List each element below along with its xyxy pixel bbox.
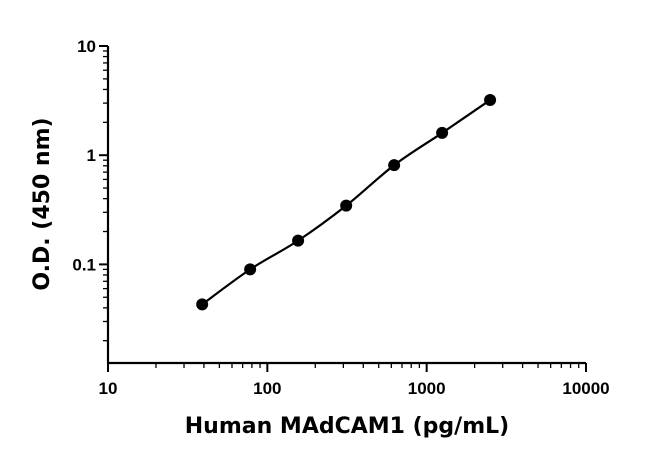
x-tick-label: 1000 — [408, 379, 446, 398]
data-point — [196, 298, 209, 311]
data-point — [484, 94, 497, 107]
y-ticks: 0.1 1 10 — [72, 37, 108, 342]
y-tick-label: 10 — [77, 37, 96, 56]
series-group — [196, 94, 497, 311]
data-point — [244, 263, 257, 276]
x-tick-label: 100 — [253, 379, 281, 398]
x-tick-label: 10000 — [562, 379, 609, 398]
x-ticks: 10 100 1000 10000 — [99, 363, 610, 398]
data-point — [388, 159, 401, 172]
x-axis-label: Human MAdCAM1 (pg/mL) — [185, 414, 509, 439]
data-point — [292, 234, 305, 247]
y-tick-label: 0.1 — [72, 255, 96, 274]
data-point — [436, 126, 449, 139]
data-point — [340, 199, 353, 212]
x-tick-label: 10 — [99, 379, 118, 398]
y-axis-label: O.D. (450 nm) — [30, 117, 55, 290]
axes — [106, 46, 586, 365]
y-tick-label: 1 — [87, 146, 96, 165]
